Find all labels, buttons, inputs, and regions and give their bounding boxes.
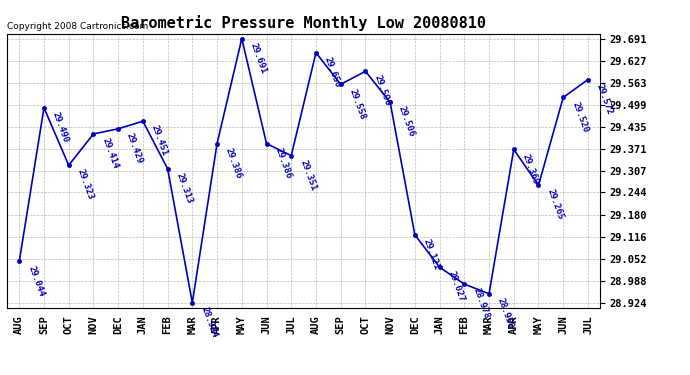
Text: 29.121: 29.121 xyxy=(422,238,442,271)
Text: 28.924: 28.924 xyxy=(199,306,219,339)
Text: 29.386: 29.386 xyxy=(273,146,293,180)
Text: 29.323: 29.323 xyxy=(76,168,95,201)
Text: 29.691: 29.691 xyxy=(248,41,268,75)
Text: 29.558: 29.558 xyxy=(348,87,367,120)
Text: 29.027: 29.027 xyxy=(446,270,466,303)
Text: 29.369: 29.369 xyxy=(521,152,540,186)
Text: 29.265: 29.265 xyxy=(545,188,565,221)
Text: 28.950: 28.950 xyxy=(496,297,515,330)
Title: Barometric Pressure Monthly Low 20080810: Barometric Pressure Monthly Low 20080810 xyxy=(121,15,486,31)
Text: 29.386: 29.386 xyxy=(224,146,244,180)
Text: 29.429: 29.429 xyxy=(125,132,145,165)
Text: 29.490: 29.490 xyxy=(51,111,70,144)
Text: Copyright 2008 Cartronics.com: Copyright 2008 Cartronics.com xyxy=(7,22,148,31)
Text: 29.520: 29.520 xyxy=(570,100,590,134)
Text: 29.506: 29.506 xyxy=(397,105,417,138)
Text: 29.044: 29.044 xyxy=(26,264,46,297)
Text: 29.451: 29.451 xyxy=(150,124,169,158)
Text: 29.414: 29.414 xyxy=(100,137,120,170)
Text: 29.596: 29.596 xyxy=(373,74,392,108)
Text: 29.650: 29.650 xyxy=(323,56,342,89)
Text: 28.978: 28.978 xyxy=(471,287,491,320)
Text: 29.313: 29.313 xyxy=(175,171,194,205)
Text: 29.572: 29.572 xyxy=(595,82,614,116)
Text: 29.351: 29.351 xyxy=(298,158,317,192)
